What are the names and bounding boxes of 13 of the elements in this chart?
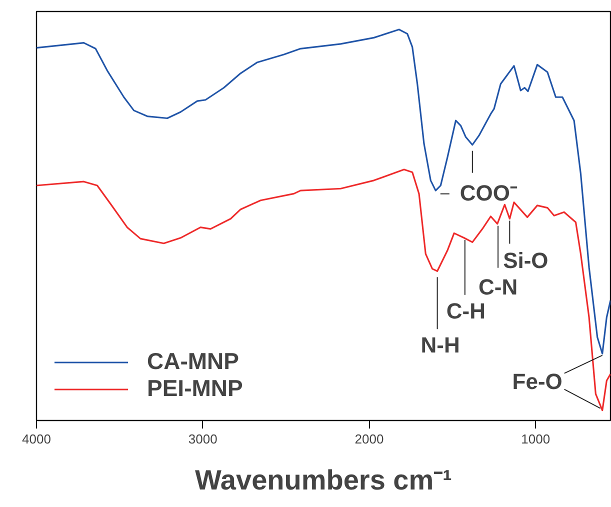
annotation: N-H — [420, 332, 460, 358]
annotation: Si-O — [503, 248, 548, 274]
x-tick-label: 3000 — [188, 432, 218, 446]
x-tick-label: 2000 — [354, 432, 384, 446]
legend-label: CA-MNP — [147, 348, 239, 375]
annotation: C-N — [478, 274, 518, 300]
x-axis-title: Wavenumbers cm⁻¹ — [195, 464, 452, 496]
legend-label: PEI-MNP — [147, 375, 243, 402]
annotation: C-H — [446, 298, 486, 324]
x-tick-label: 4000 — [22, 432, 51, 446]
annotation: Fe-O — [512, 368, 562, 394]
x-tick-label: 1000 — [521, 432, 550, 446]
annotation: COO⁻ — [460, 180, 518, 206]
